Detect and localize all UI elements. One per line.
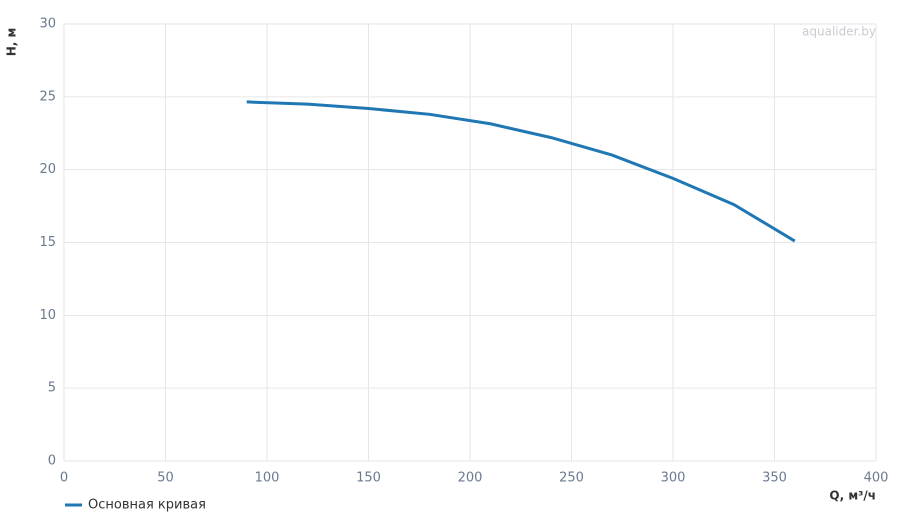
y-axis-label: H, м bbox=[5, 28, 19, 57]
line-series bbox=[246, 100, 796, 243]
x-axis-label: Q, м³/ч bbox=[829, 489, 876, 503]
watermark: aqualider.by bbox=[802, 25, 876, 39]
y-tick-label: 5 bbox=[48, 381, 56, 396]
y-tick-label: 15 bbox=[39, 235, 56, 250]
y-tick-label: 10 bbox=[39, 308, 56, 323]
x-tick-label: 100 bbox=[255, 471, 280, 486]
y-tick-label: 20 bbox=[39, 162, 56, 177]
x-tick-label: 250 bbox=[559, 471, 584, 486]
x-tick-label: 50 bbox=[157, 471, 174, 486]
legend-label: Основная кривая bbox=[88, 498, 206, 513]
x-tick-label: 200 bbox=[458, 471, 483, 486]
y-tick-label: 30 bbox=[39, 17, 56, 32]
x-tick-label: 150 bbox=[356, 471, 381, 486]
x-tick-label: 400 bbox=[864, 471, 889, 486]
y-tick-label: 25 bbox=[39, 89, 56, 104]
y-tick-label: 0 bbox=[48, 454, 56, 469]
x-tick-label: 350 bbox=[762, 471, 787, 486]
x-tick-label: 300 bbox=[661, 471, 686, 486]
x-tick-label: 0 bbox=[60, 471, 68, 486]
